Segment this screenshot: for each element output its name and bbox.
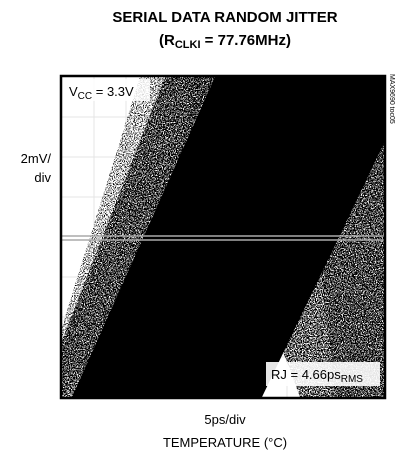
scope-display (62, 77, 384, 397)
title-line1: SERIAL DATA RANDOM JITTER (112, 9, 337, 26)
vcc-annotation: VCC = 3.3V (69, 84, 134, 102)
x-axis-title: TEMPERATURE (°C) (163, 435, 287, 450)
y-scale-label: div (34, 170, 51, 185)
x-scale-label: 5ps/div (204, 412, 246, 427)
y-scale-label: 2mV/ (21, 151, 52, 166)
figure-id: MAX9690 toc05 (388, 74, 395, 124)
jitter-band (72, 77, 384, 397)
rj-annotation: RJ = 4.66psRMS (271, 367, 363, 385)
title-line2: (RCLKI = 77.76MHz) (159, 32, 291, 51)
plot-frame (59, 74, 387, 400)
